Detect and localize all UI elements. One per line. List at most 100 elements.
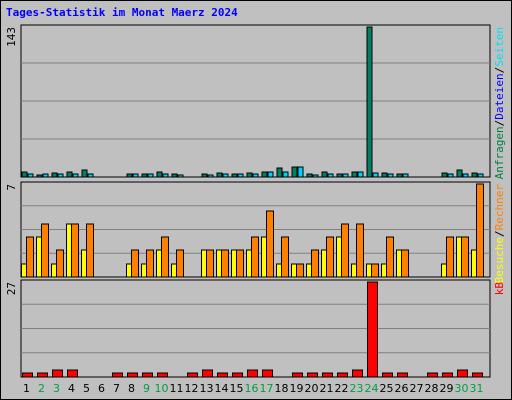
bar-anfragen <box>141 173 148 178</box>
legend-entry: Seiten <box>493 27 506 67</box>
bar-seiten <box>252 173 259 178</box>
x-tick-label: 18 <box>275 382 289 395</box>
y-max-label-requests: 143 <box>5 27 18 47</box>
bar-anfragen <box>261 171 268 178</box>
bar-anfragen <box>81 169 88 178</box>
bar-anfragen <box>126 173 133 178</box>
bar-kb <box>337 372 348 378</box>
bar-seiten <box>297 166 304 178</box>
bar-anfragen <box>51 172 58 178</box>
bar-rechner <box>71 223 79 278</box>
bar-rechner <box>356 223 364 278</box>
bar-rechner <box>281 236 289 278</box>
x-tick-label: 30 <box>455 382 469 395</box>
bar-rechner <box>446 236 454 278</box>
bar-kb <box>202 369 213 378</box>
x-tick-label: 28 <box>425 382 439 395</box>
bar-kb <box>52 369 63 378</box>
x-tick-label: 14 <box>215 382 229 395</box>
bar-anfragen <box>156 171 163 178</box>
bar-seiten <box>267 171 274 178</box>
bar-seiten <box>237 173 244 178</box>
legend-entry: / <box>493 120 506 127</box>
legend-entry: kB <box>493 282 506 296</box>
bar-rechner <box>221 249 229 278</box>
bar-kb <box>127 372 138 378</box>
legend-entry: / <box>493 230 506 237</box>
bar-kb <box>382 372 393 378</box>
bar-kb <box>457 369 468 378</box>
x-tick-label: 4 <box>68 382 75 395</box>
legend-entry: / <box>493 67 506 74</box>
legend-kb: kB <box>493 282 506 296</box>
x-tick-label: 21 <box>320 382 334 395</box>
bar-seiten <box>132 173 139 178</box>
bar-rechner <box>326 236 334 278</box>
bar-seiten <box>387 173 394 178</box>
chart-title: Tages-Statistik im Monat Maerz 2024 <box>6 6 238 19</box>
x-tick-label: 20 <box>305 382 319 395</box>
legend-visits: Besuche/Rechner <box>493 184 506 284</box>
bar-seiten <box>312 174 319 178</box>
bar-anfragen <box>66 171 73 178</box>
x-tick-label: 11 <box>170 382 184 395</box>
bar-seiten <box>72 173 79 178</box>
bar-seiten <box>42 173 49 178</box>
legend-entry: Dateien <box>493 73 506 119</box>
bar-seiten <box>342 173 349 178</box>
bar-anfragen <box>351 171 358 178</box>
bar-rechner <box>176 249 184 278</box>
x-tick-label: 16 <box>245 382 259 395</box>
bar-rechner <box>41 223 49 278</box>
x-tick-label: 2 <box>38 382 45 395</box>
bar-kb <box>262 369 273 378</box>
legend-entry: Rechner <box>493 184 506 231</box>
bar-anfragen <box>396 173 403 178</box>
bar-anfragen <box>171 173 178 178</box>
legend-entry: Anfragen <box>493 126 506 179</box>
bar-rechner <box>161 236 169 278</box>
bar-rechner <box>251 236 259 278</box>
bar-anfragen <box>291 166 298 178</box>
x-tick-label: 5 <box>83 382 90 395</box>
bar-kb <box>22 372 33 378</box>
bar-kb <box>322 372 333 378</box>
bar-anfragen <box>276 167 283 178</box>
bar-anfragen <box>21 171 28 178</box>
bar-kb <box>367 281 378 378</box>
bar-kb <box>352 369 363 378</box>
bar-seiten <box>147 173 154 178</box>
x-tick-label: 19 <box>290 382 304 395</box>
bar-anfragen <box>336 173 343 178</box>
bar-rechner <box>341 223 349 278</box>
bar-kb <box>142 372 153 378</box>
bar-rechner <box>236 249 244 278</box>
bar-rechner <box>311 249 319 278</box>
bar-kb <box>157 372 168 378</box>
bar-rechner <box>371 263 379 278</box>
bar-rechner <box>296 263 304 278</box>
x-tick-label: 9 <box>143 382 150 395</box>
bar-anfragen <box>441 172 448 178</box>
x-tick-label: 22 <box>335 382 349 395</box>
bar-seiten <box>357 171 364 178</box>
bar-kb <box>442 372 453 378</box>
x-tick-label: 31 <box>470 382 484 395</box>
x-tick-label: 12 <box>185 382 199 395</box>
bar-anfragen <box>36 174 43 178</box>
bar-anfragen <box>231 173 238 178</box>
bar-seiten <box>177 174 184 178</box>
x-tick-label: 29 <box>440 382 454 395</box>
x-tick-label: 26 <box>395 382 409 395</box>
x-tick-label: 17 <box>260 382 274 395</box>
bar-rechner <box>266 210 274 278</box>
bar-kb <box>217 372 228 378</box>
bar-kb <box>307 372 318 378</box>
bar-rechner <box>131 249 139 278</box>
bar-kb <box>232 372 243 378</box>
x-tick-label: 15 <box>230 382 244 395</box>
bar-anfragen <box>321 171 328 178</box>
bar-seiten <box>372 172 379 178</box>
bar-seiten <box>57 173 64 178</box>
